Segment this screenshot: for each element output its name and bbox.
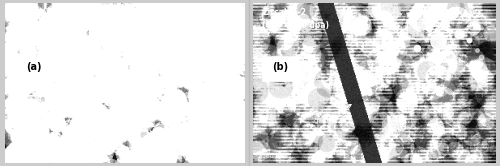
Text: W Deposition: W Deposition — [154, 13, 202, 19]
Text: g=0002: g=0002 — [313, 104, 351, 124]
Text: Irradiated: Irradiated — [154, 48, 189, 54]
Text: (400°C, 30 dpa): (400°C, 30 dpa) — [14, 21, 82, 30]
Text: 100  nm: 100 nm — [262, 155, 288, 160]
Text: ⟨C⟩–loops: ⟨C⟩–loops — [96, 136, 130, 142]
Text: (400°C, 30 dpa): (400°C, 30 dpa) — [262, 21, 329, 30]
Text: Formation of: Formation of — [96, 123, 142, 129]
Text: Zircaloy–2: Zircaloy–2 — [262, 8, 306, 17]
Text: (a): (a) — [26, 62, 42, 72]
Text: (b): (b) — [272, 62, 288, 72]
Text: Zircaloy–2: Zircaloy–2 — [14, 8, 59, 17]
FancyBboxPatch shape — [262, 56, 298, 81]
FancyBboxPatch shape — [14, 56, 56, 81]
Text: Surface: Surface — [154, 62, 182, 68]
Text: 200  nm: 200 nm — [17, 155, 43, 160]
